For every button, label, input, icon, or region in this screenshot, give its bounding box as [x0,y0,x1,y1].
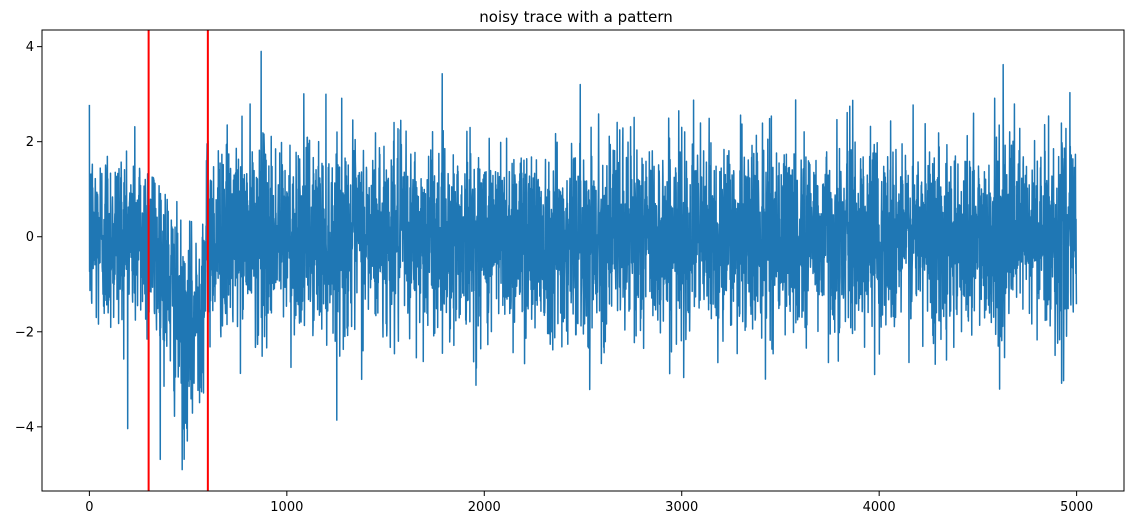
y-tick-label: 4 [26,40,34,55]
series-line-0 [88,50,1078,471]
chart-title: noisy trace with a pattern [479,8,672,26]
x-tick-label: 1000 [270,500,303,515]
y-axis: −4 −2 0 2 4 [15,40,42,435]
x-tick-label: 3000 [665,500,698,515]
y-tick-label: 2 [26,135,34,150]
x-tick-label: 0 [85,500,93,515]
x-tick-label: 5000 [1060,500,1093,515]
y-tick-label: −2 [15,325,34,340]
axes-frame [41,29,1125,492]
x-tick-label: 2000 [468,500,501,515]
y-tick-label: −4 [15,420,34,435]
x-tick-label: 4000 [863,500,896,515]
y-tick-label: 0 [26,230,34,245]
x-axis: 0 1000 2000 3000 4000 5000 [85,491,1093,515]
plot-area [88,30,1078,491]
